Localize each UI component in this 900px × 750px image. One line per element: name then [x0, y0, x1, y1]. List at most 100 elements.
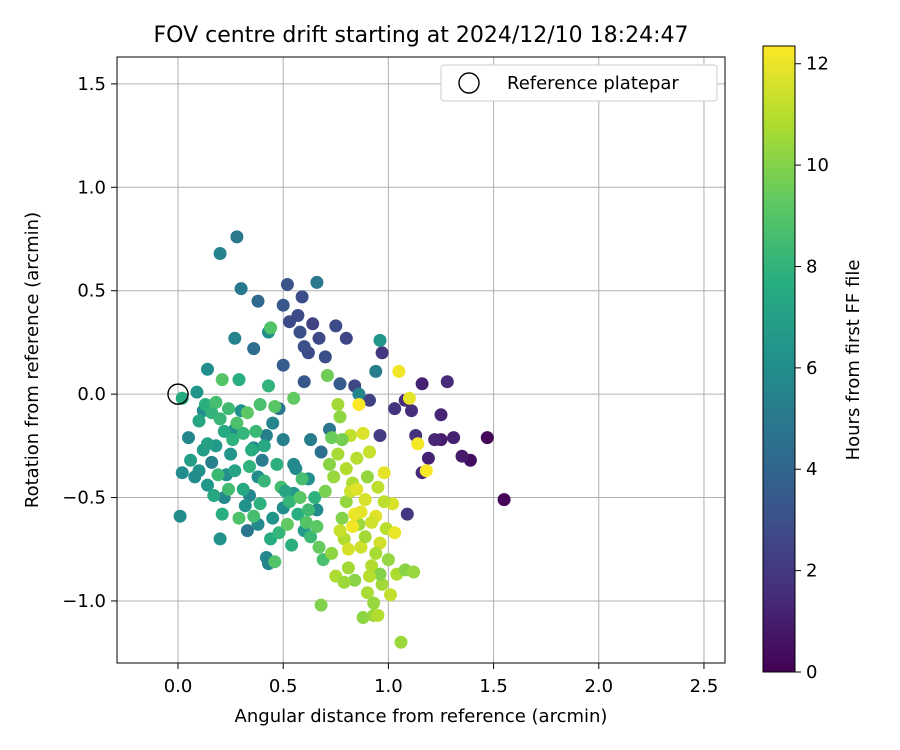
data-point	[182, 431, 195, 445]
data-point	[306, 317, 320, 331]
data-point	[455, 449, 469, 463]
grid	[117, 57, 725, 663]
data-point	[293, 491, 307, 504]
data-point	[211, 468, 225, 482]
data-point	[348, 573, 362, 587]
data-point	[314, 598, 328, 612]
data-point	[373, 567, 387, 581]
chart-title: FOV centre drift starting at 2024/12/10 …	[154, 23, 689, 48]
data-point	[402, 391, 416, 405]
data-point	[480, 431, 494, 445]
data-point	[245, 443, 259, 457]
data-point	[358, 493, 372, 507]
data-point	[325, 431, 339, 445]
data-point	[400, 507, 414, 521]
data-point	[293, 325, 307, 339]
points-layer	[173, 230, 511, 649]
data-point	[226, 433, 240, 447]
data-point	[352, 387, 366, 401]
x-tick-label: 2.0	[584, 676, 613, 697]
reference-marker	[167, 383, 189, 405]
data-point	[388, 526, 402, 540]
y-axis: 1.5 1.0 0.5 0.0 −0.5 −1.0	[62, 74, 117, 612]
data-point	[371, 608, 385, 622]
data-point	[270, 457, 284, 471]
data-point	[217, 424, 231, 438]
data-point	[363, 569, 376, 583]
data-point	[192, 414, 206, 428]
data-point	[369, 364, 383, 378]
data-point	[388, 402, 402, 416]
data-point	[297, 375, 311, 389]
data-point	[341, 561, 355, 575]
data-point	[360, 586, 374, 600]
data-point	[339, 331, 353, 345]
data-point	[440, 375, 454, 389]
data-point	[297, 340, 311, 354]
colorbar-tick-label: 4	[806, 459, 817, 480]
y-tick-label: −0.5	[62, 488, 106, 509]
data-point	[356, 426, 370, 440]
data-point	[346, 520, 360, 533]
data-point	[295, 472, 309, 486]
data-point	[222, 402, 235, 416]
data-point	[428, 433, 442, 447]
data-point	[215, 373, 229, 387]
data-point	[354, 540, 368, 554]
data-point	[363, 393, 376, 407]
data-point	[295, 290, 309, 304]
data-point	[371, 480, 385, 494]
data-point	[276, 298, 290, 312]
data-point	[268, 555, 282, 569]
data-point	[323, 457, 336, 471]
data-point	[224, 447, 238, 461]
colorbar-tick-label: 0	[806, 662, 817, 683]
data-point	[447, 431, 461, 445]
data-point	[213, 412, 227, 426]
data-point	[201, 362, 214, 376]
data-point	[301, 503, 315, 517]
colorbar-tick-label: 8	[806, 256, 817, 277]
data-point	[394, 635, 408, 649]
x-axis: 0.0 0.5 1.0 1.5 2.0 2.5	[164, 663, 718, 697]
data-point	[188, 470, 202, 484]
data-point	[236, 482, 250, 496]
data-point	[377, 495, 391, 509]
data-point	[331, 447, 345, 461]
data-point	[335, 433, 349, 447]
data-point	[360, 470, 374, 484]
data-point	[367, 596, 381, 610]
data-point	[341, 542, 355, 556]
data-point	[363, 445, 376, 459]
data-point	[257, 439, 271, 453]
data-point	[373, 429, 387, 442]
data-point	[289, 462, 303, 476]
data-point	[335, 511, 349, 525]
data-point	[312, 540, 326, 554]
data-point	[375, 346, 389, 360]
data-point	[272, 526, 286, 540]
data-point	[251, 294, 265, 308]
data-point	[240, 524, 254, 538]
data-point	[264, 321, 278, 335]
data-point	[373, 536, 387, 550]
data-point	[207, 489, 221, 502]
data-point	[175, 466, 189, 480]
data-point	[262, 379, 275, 393]
data-point	[249, 424, 263, 438]
data-point	[222, 482, 235, 496]
data-point	[369, 546, 383, 560]
data-point	[310, 275, 324, 289]
y-tick-label: 0.5	[77, 281, 106, 302]
data-point	[497, 493, 511, 507]
data-point	[278, 484, 292, 498]
data-point	[339, 495, 353, 509]
colorbar-tick-label: 6	[806, 358, 817, 379]
data-point	[377, 466, 391, 480]
legend-marker	[458, 72, 480, 94]
data-point	[320, 369, 334, 382]
data-point	[283, 495, 296, 509]
data-point	[276, 358, 290, 372]
data-point	[352, 398, 366, 411]
